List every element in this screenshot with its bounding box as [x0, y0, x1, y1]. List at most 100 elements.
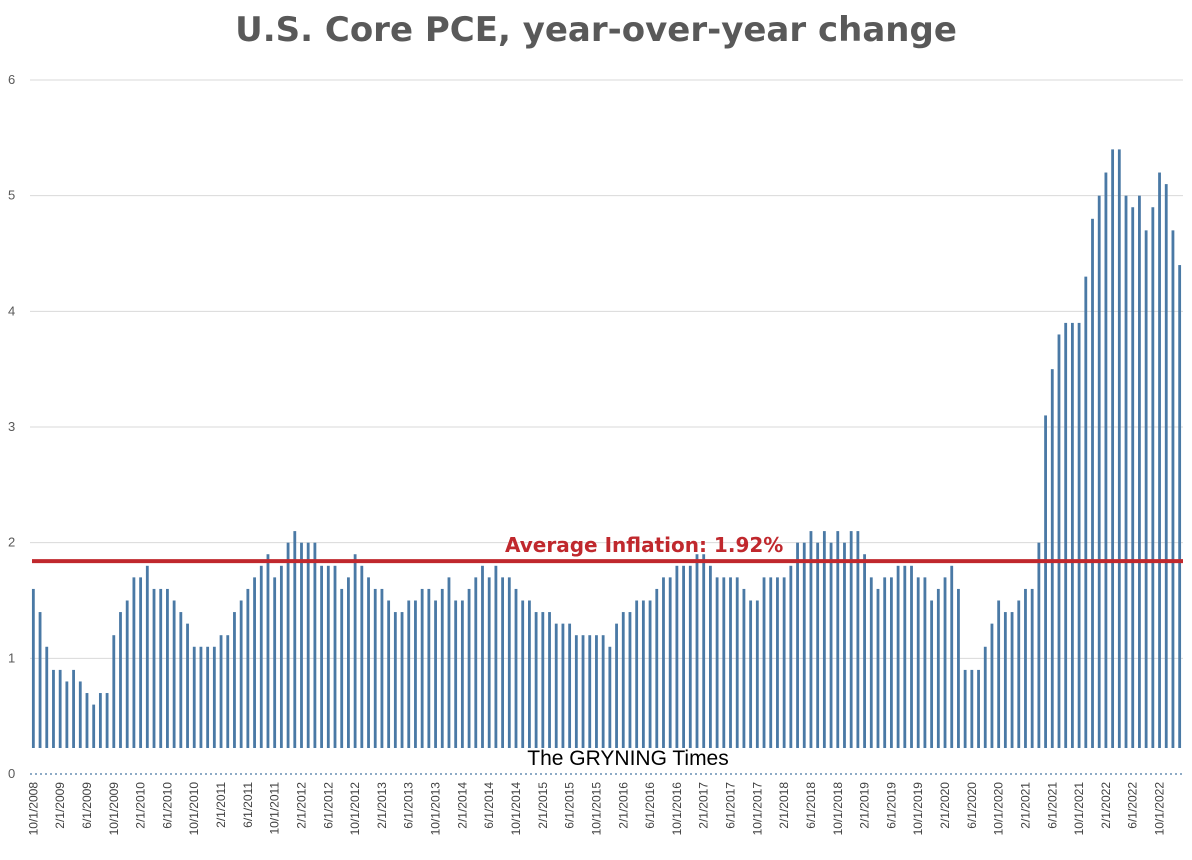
- bar: [943, 577, 947, 748]
- bar: [682, 565, 685, 748]
- bar: [266, 554, 270, 748]
- bar: [668, 577, 672, 748]
- bar: [534, 612, 538, 748]
- average-line-label: Average Inflation: 1.92%: [505, 533, 783, 557]
- bar: [930, 600, 934, 748]
- bar: [380, 588, 384, 748]
- bar: [528, 600, 531, 748]
- bar: [226, 635, 230, 748]
- bar: [78, 681, 82, 748]
- bar: [910, 565, 913, 748]
- bar: [1024, 588, 1027, 748]
- bar: [1144, 230, 1148, 748]
- bar: [259, 565, 263, 748]
- bar: [45, 646, 49, 748]
- bar: [1171, 230, 1175, 748]
- bar: [333, 565, 337, 748]
- bar: [420, 588, 424, 748]
- bar: [212, 646, 216, 748]
- bar: [501, 577, 505, 748]
- y-tick-label: 3: [8, 419, 15, 434]
- x-tick-label: 10/1/2008: [26, 782, 40, 836]
- bar: [903, 565, 907, 748]
- bar: [427, 588, 431, 748]
- y-tick-label: 4: [8, 303, 15, 318]
- bar: [474, 577, 478, 748]
- x-tick-label: 2/1/2020: [938, 782, 952, 829]
- bar: [876, 588, 880, 748]
- bar: [293, 531, 297, 748]
- chart-title: U.S. Core PCE, year-over-year change: [235, 10, 957, 50]
- bar: [494, 565, 498, 748]
- bar: [360, 565, 364, 748]
- bar: [186, 623, 189, 748]
- x-tick-label: 2/1/2018: [777, 782, 791, 829]
- bar: [1104, 172, 1108, 749]
- x-tick-label: 10/1/2014: [509, 782, 523, 836]
- bar: [219, 635, 223, 748]
- x-axis-ticks: 10/1/2008 2/1/2009 6/1/2009 10/1/2009 2/1/20…: [26, 782, 1166, 836]
- bar: [367, 577, 370, 748]
- bar: [863, 554, 866, 748]
- y-tick-label: 0: [8, 766, 15, 781]
- bar: [1084, 276, 1088, 748]
- bar: [970, 669, 974, 748]
- bar: [574, 635, 578, 748]
- bar: [393, 612, 397, 748]
- bar: [715, 577, 719, 748]
- bar: [997, 600, 1001, 748]
- bar: [1044, 415, 1047, 748]
- bar: [172, 600, 176, 748]
- bar: [139, 577, 143, 748]
- bar: [554, 623, 558, 748]
- bar: [883, 577, 887, 748]
- bar: [1030, 588, 1034, 748]
- x-tick-label: 6/1/2015: [563, 782, 577, 829]
- bar: [447, 577, 451, 748]
- x-tick-label: 6/1/2020: [965, 782, 979, 829]
- watermark-group: The GRYNING Times: [527, 747, 729, 770]
- bar: [588, 635, 592, 748]
- bar: [977, 669, 980, 748]
- bar: [896, 565, 900, 748]
- bar: [454, 600, 458, 748]
- bar: [936, 588, 940, 748]
- bar: [849, 531, 853, 748]
- x-tick-label: 6/1/2016: [643, 782, 657, 829]
- bar: [279, 565, 283, 748]
- bar: [782, 577, 786, 748]
- bar: [595, 635, 598, 748]
- bar: [601, 635, 605, 748]
- x-tick-label: 2/1/2016: [616, 782, 630, 829]
- x-tick-label: 10/1/2022: [1153, 782, 1167, 836]
- bar: [762, 577, 766, 748]
- bar: [1077, 322, 1081, 748]
- bar: [239, 600, 243, 748]
- x-tick-label: 6/1/2010: [160, 782, 174, 829]
- bar: [688, 565, 692, 748]
- bar: [145, 565, 149, 748]
- x-tick-label: 2/1/2013: [375, 782, 389, 829]
- bar: [836, 531, 840, 748]
- bar: [742, 588, 746, 748]
- bar: [776, 577, 779, 748]
- bar: [347, 577, 350, 748]
- bar: [856, 531, 860, 748]
- bar: [273, 577, 277, 748]
- bar: [1111, 149, 1115, 748]
- bar: [467, 588, 471, 748]
- x-tick-label: 2/1/2015: [536, 782, 550, 829]
- bar: [615, 623, 618, 748]
- x-tick-label: 2/1/2012: [294, 782, 308, 829]
- x-tick-label: 2/1/2014: [455, 782, 469, 829]
- bar: [729, 577, 732, 748]
- y-tick-label: 5: [8, 188, 15, 203]
- bar-series: [31, 149, 1182, 749]
- bar: [434, 600, 437, 748]
- bar: [923, 577, 927, 748]
- x-tick-label: 2/1/2021: [1018, 782, 1032, 829]
- bar: [641, 600, 645, 748]
- x-tick-label: 6/1/2013: [402, 782, 416, 829]
- bar: [31, 588, 35, 748]
